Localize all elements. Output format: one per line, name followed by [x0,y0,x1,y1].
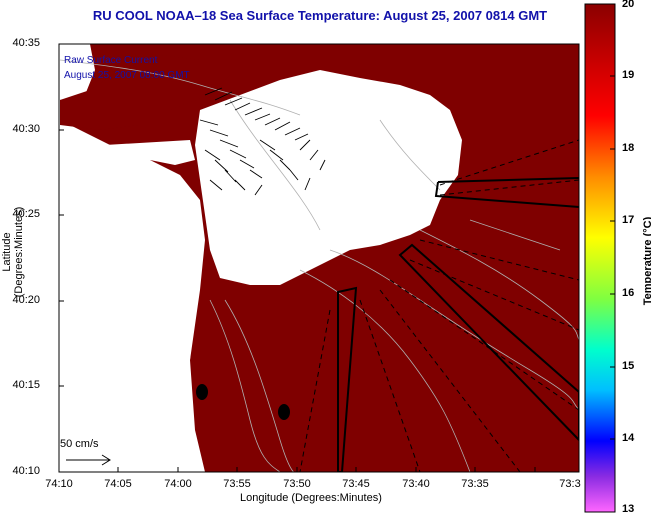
cloud-patch-left [105,140,195,165]
x-tick-label: 73:50 [283,478,311,490]
y-tick-label: 40:35 [12,37,40,49]
map-frame [58,43,580,473]
x-tick-label: 73:55 [223,478,251,490]
legend-current-label: Raw Surface Current [64,55,158,66]
x-tick-label: 74:00 [164,478,192,490]
colorbar-tick-label: 13 [622,503,635,515]
y-tick-label: 40:25 [12,208,40,220]
colorbar-tick-label: 20 [622,0,635,10]
temperature-colorbar [584,3,616,513]
land-west [59,220,200,472]
x-tick-label: 73:35 [461,478,489,490]
colorbar-label: Temperature (°C) [642,216,651,306]
sst-upper-left [60,55,230,130]
x-tick-label: 74:05 [104,478,132,490]
x-tick-label: 73:3 [559,478,581,490]
colorbar-tick-label: 15 [622,360,635,372]
solid-boxes [337,177,579,472]
axis-ticks [58,43,536,473]
buoy-marker-1 [196,384,208,400]
colorbar-tick-label: 19 [622,69,635,81]
y-tick-label: 40:10 [12,465,40,477]
colorbar-tick-label: 16 [622,287,635,299]
scale-arrow [66,454,111,466]
x-axis-label: Longitude (Degrees:Minutes) [240,492,382,504]
colorbar-tick-label: 18 [622,142,635,154]
current-vectors [199,87,326,196]
y-tick-label: 40:20 [12,294,40,306]
y-tick-label: 40:15 [12,379,40,391]
x-tick-label: 74:10 [45,478,73,490]
map-title: RU COOL NOAA–18 Sea Surface Temperature:… [92,8,548,23]
bathymetry-contours [59,59,579,472]
buoy-marker-2 [278,404,290,420]
x-tick-label: 73:40 [402,478,430,490]
x-tick-label: 73:45 [342,478,370,490]
y-axis-label: Latitude (Degrees:Minutes) [1,206,25,298]
colorbar-tick-label: 17 [622,214,635,226]
land-upper-left [60,44,95,100]
scale-label: 50 cm/s [60,438,99,450]
colorbar-tick-label: 14 [622,432,635,444]
cloud-cover [195,70,462,285]
legend-current-date: August 25, 2007 08:00 GMT [64,70,190,81]
colorbar-ticks [610,3,615,513]
dashed-transects [299,139,579,472]
y-tick-label: 40:30 [12,123,40,135]
